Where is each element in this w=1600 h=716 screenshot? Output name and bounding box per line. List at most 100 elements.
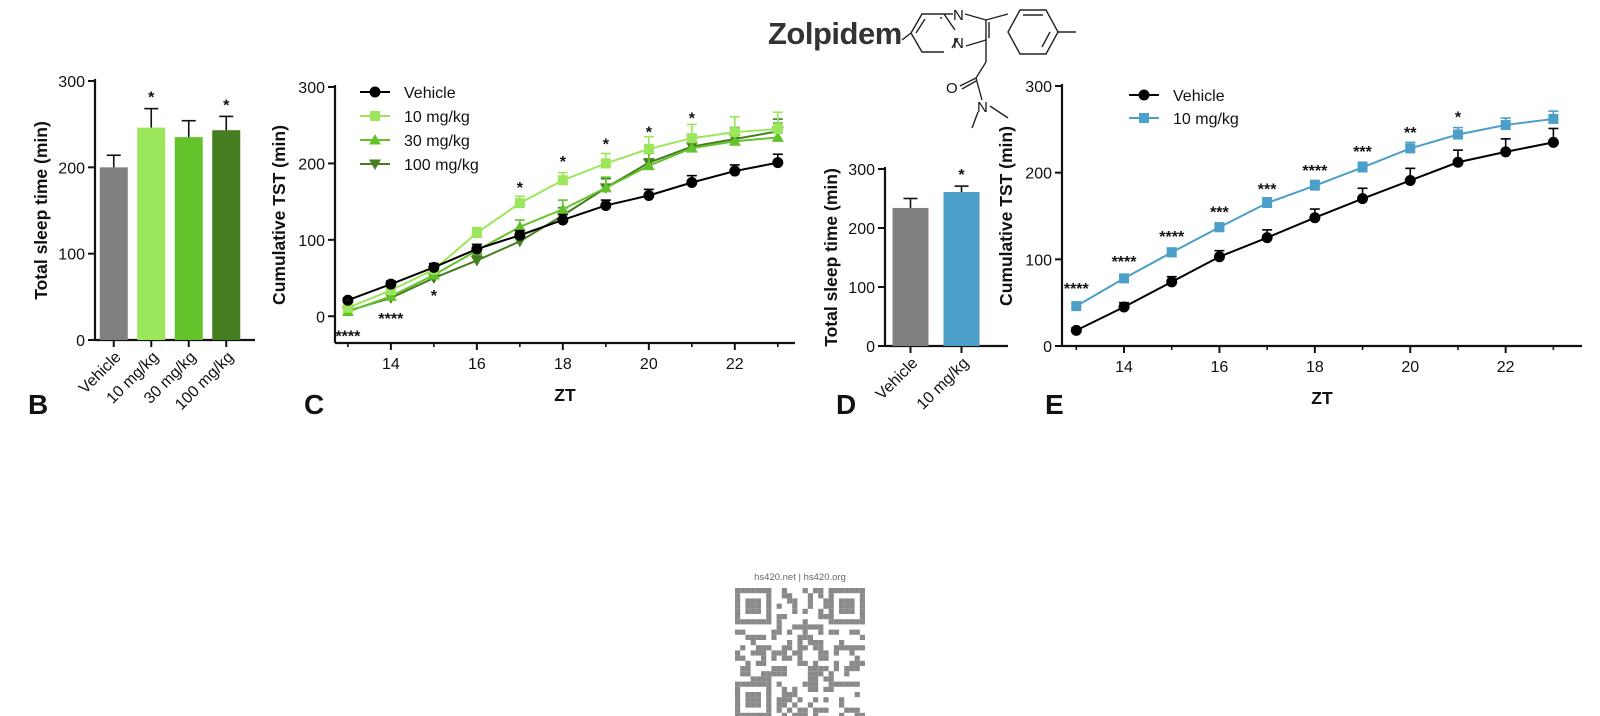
legend-marker (1138, 89, 1150, 101)
qr-module (854, 629, 860, 635)
y-axis-label: Total sleep time (min) (31, 121, 51, 300)
data-point (513, 220, 526, 232)
zolpidem-structure (901, 9, 1076, 129)
qr-module (766, 645, 772, 651)
y-axis-label: Cumulative TST (min) (269, 125, 289, 305)
significance-marker: **** (1064, 281, 1090, 298)
qr-module (802, 624, 808, 630)
qr-module (750, 702, 756, 708)
y-tick-label: 100 (1025, 252, 1052, 269)
qr-module (735, 681, 741, 687)
qr-module (735, 712, 741, 716)
qr-module (766, 671, 772, 677)
qr-module (818, 707, 824, 713)
qr-module (854, 707, 860, 713)
data-point (599, 181, 612, 193)
qr-module (828, 619, 834, 625)
data-point (471, 227, 482, 238)
qr-module (828, 608, 834, 614)
qr-module (839, 712, 845, 716)
qr-module (755, 588, 761, 594)
qr-module (833, 629, 839, 635)
qr-module (781, 645, 787, 651)
qr-module (781, 671, 787, 677)
data-point (642, 159, 655, 171)
qr-module (818, 640, 824, 646)
qr-module (813, 660, 819, 666)
qr-module (776, 666, 782, 672)
data-point (1261, 232, 1273, 244)
bar (212, 130, 241, 340)
qr-module (813, 640, 819, 646)
qr-module (755, 619, 761, 625)
legend-marker (370, 111, 380, 121)
qr-module (802, 588, 808, 594)
qr-module (849, 588, 855, 594)
qr-module (813, 712, 819, 716)
qr-module (766, 692, 772, 698)
qr-module (823, 666, 829, 672)
qr-module (828, 598, 834, 604)
qr-module (735, 619, 741, 625)
data-point (729, 165, 741, 177)
qr-module (755, 702, 761, 708)
qr-module (750, 588, 756, 594)
qr-module (807, 676, 813, 682)
x-tick-label: 22 (726, 356, 744, 373)
qr-module (797, 707, 803, 713)
qr-module (781, 712, 787, 716)
qr-module (755, 608, 761, 614)
qr-module (839, 645, 845, 651)
qr-module (849, 619, 855, 625)
qr-module (818, 671, 824, 677)
qr-module (833, 660, 839, 666)
qr-module (807, 593, 813, 599)
legend-marker (369, 159, 381, 170)
data-point (471, 243, 483, 255)
qr-module (781, 614, 787, 620)
y-tick-label: 0 (76, 333, 85, 350)
qr-module (766, 702, 772, 708)
qr-module (807, 598, 813, 604)
qr-module (735, 593, 741, 599)
qr-module (776, 671, 782, 677)
qr-module (787, 655, 793, 661)
qr-module (859, 634, 865, 640)
qr-module (766, 686, 772, 692)
data-point (643, 190, 655, 202)
qr-module (807, 671, 813, 677)
qr-module (750, 697, 756, 703)
qr-module (797, 634, 803, 640)
y-tick-label: 0 (866, 339, 875, 356)
data-point (728, 135, 741, 146)
qr-module (792, 702, 798, 708)
figure-title: Zolpidem (768, 16, 902, 51)
data-point (772, 157, 784, 169)
qr-module (849, 645, 855, 651)
data-point (1500, 146, 1512, 158)
qr-module (761, 681, 767, 687)
data-point (1309, 212, 1321, 224)
significance-marker: *** (1210, 205, 1229, 222)
data-point (1452, 156, 1464, 168)
significance-marker: * (345, 295, 352, 312)
significance-marker: * (560, 154, 567, 171)
qr-module (813, 686, 819, 692)
data-point (1071, 301, 1082, 312)
qr-module (828, 671, 834, 677)
qr-module (849, 707, 855, 713)
qr-module (761, 671, 767, 677)
panel-letter-d: D (836, 389, 856, 420)
qr-module (750, 634, 756, 640)
qr-module (844, 603, 850, 609)
qr-module (750, 619, 756, 625)
qr-module (781, 686, 787, 692)
qr-module (802, 608, 808, 614)
qr-module (761, 619, 767, 625)
qr-module (813, 588, 819, 594)
qr-module (771, 671, 777, 677)
qr-module (755, 712, 761, 716)
qr-module (745, 634, 751, 640)
qr-module (854, 712, 860, 716)
data-point (729, 127, 740, 138)
